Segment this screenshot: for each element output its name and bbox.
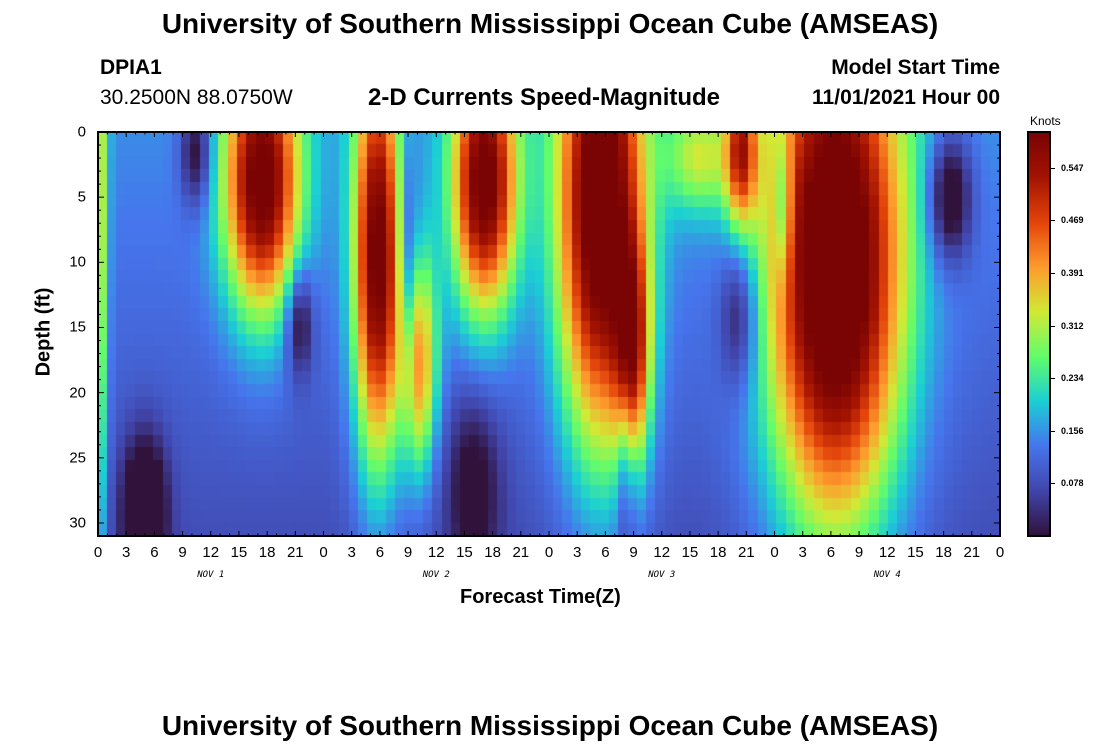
x-tick-label: 12 (653, 544, 671, 561)
y-tick-label: 5 (77, 188, 86, 206)
x-tick-label: 3 (573, 544, 582, 561)
y-axis-label: Depth (ft) (32, 287, 55, 377)
x-tick-label: 0 (770, 544, 779, 561)
day-label: NOV 4 (873, 570, 901, 580)
colorbar-frame (1027, 131, 1051, 537)
day-label: NOV 2 (422, 570, 450, 580)
model-start-label: Model Start Time (831, 56, 1000, 79)
x-tick-label: 0 (93, 544, 103, 561)
colorbar-tick-mark (1050, 483, 1055, 485)
x-tick-label: 21 (963, 544, 981, 561)
x-tick-label: 9 (178, 544, 187, 561)
colorbar-tick-label: 0.078 (1061, 478, 1084, 489)
y-tick-label: 30 (69, 514, 86, 532)
x-tick-label: 21 (286, 544, 304, 561)
x-tick-label: 6 (150, 544, 159, 561)
colorbar-tick-label: 0.156 (1061, 425, 1084, 436)
colorbar-tick-label: 0.234 (1061, 373, 1084, 384)
plot-axes-frame (97, 131, 1001, 537)
x-tick-label: 12 (878, 544, 896, 561)
x-tick-label: 15 (681, 544, 699, 561)
y-tick-label: 25 (69, 449, 86, 467)
x-tick-label: 0 (544, 544, 554, 561)
y-tick-label: 15 (69, 318, 86, 336)
x-tick-label: 3 (347, 544, 356, 561)
x-tick-label: 12 (202, 544, 220, 561)
x-tick-label: 18 (935, 544, 952, 561)
x-tick-label: 0 (995, 544, 1005, 561)
x-tick-label: 15 (456, 544, 473, 561)
x-tick-label: 18 (258, 544, 276, 561)
colorbar-tick-label: 0.312 (1061, 320, 1084, 331)
station-id: DPIA1 (100, 56, 162, 79)
x-tick-label: 3 (798, 544, 807, 561)
x-tick-label: 21 (512, 544, 530, 561)
x-tick-label: 15 (907, 544, 924, 561)
colorbar-tick-mark (1050, 220, 1055, 222)
y-tick-label: 0 (77, 123, 86, 141)
plot-title: 2-D Currents Speed-Magnitude (368, 84, 721, 111)
x-tick-label: 21 (737, 544, 755, 561)
y-tick-label: 20 (69, 384, 86, 402)
y-tick-label: 10 (69, 253, 86, 271)
station-coords: 30.2500N 88.0750W (100, 86, 293, 109)
footer-title: University of Southern Mississippi Ocean… (161, 710, 939, 741)
x-tick-label: 6 (375, 544, 385, 561)
x-tick-label: 18 (709, 544, 727, 561)
colorbar-tick-mark (1050, 272, 1055, 274)
x-tick-label: 12 (427, 544, 445, 561)
page-title: University of Southern Mississippi Ocean… (161, 8, 939, 39)
colorbar-tick-label: 0.547 (1061, 162, 1084, 173)
x-tick-label: 15 (230, 544, 248, 561)
x-tick-label: 9 (629, 544, 638, 561)
x-tick-label: 6 (601, 544, 610, 561)
colorbar-tick-mark (1050, 325, 1055, 327)
x-tick-label: 6 (826, 544, 836, 561)
colorbar (1028, 132, 1050, 536)
x-axis-label: Forecast Time(Z) (460, 586, 621, 608)
x-tick-label: 18 (484, 544, 501, 561)
colorbar-tick-label: 0.469 (1061, 215, 1084, 226)
plot-border (97, 131, 1001, 537)
day-label: NOV 3 (648, 570, 676, 580)
x-tick-label: 0 (319, 544, 328, 561)
x-tick-label: 3 (122, 544, 131, 561)
colorbar-tick-mark (1050, 378, 1055, 380)
x-tick-label: 9 (854, 544, 864, 561)
x-tick-label: 9 (403, 544, 413, 561)
colorbar-tick-label: 0.391 (1061, 267, 1084, 278)
day-label: NOV 1 (197, 570, 225, 580)
heatmap-plot (98, 132, 1000, 536)
colorbar-tick-mark (1050, 167, 1055, 169)
colorbar-tick-mark (1050, 430, 1055, 432)
colorbar-label: Knots (1030, 114, 1061, 128)
model-start-value: 11/01/2021 Hour 00 (812, 86, 1000, 109)
